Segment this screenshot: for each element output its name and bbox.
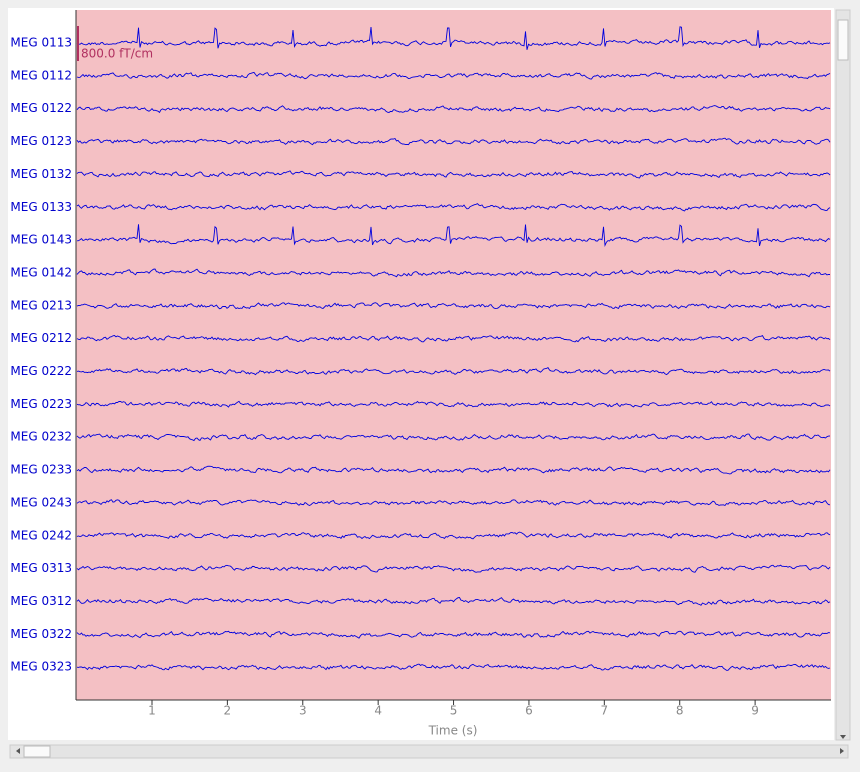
trace bbox=[76, 597, 831, 606]
trace bbox=[76, 499, 831, 507]
v-scrollbar[interactable] bbox=[835, 9, 851, 741]
channel-label: MEG 0322 bbox=[10, 627, 72, 641]
channel-label: MEG 0123 bbox=[10, 134, 72, 148]
trace bbox=[76, 367, 831, 376]
trace bbox=[76, 137, 831, 146]
trace bbox=[76, 203, 831, 212]
trace bbox=[76, 71, 831, 80]
channel-label: MEG 0112 bbox=[10, 68, 72, 82]
channel-label: MEG 0313 bbox=[10, 561, 72, 575]
v-scrollbar-thumb[interactable] bbox=[837, 19, 849, 61]
channel-label: MEG 0232 bbox=[10, 430, 72, 444]
scroll-down[interactable] bbox=[840, 735, 846, 739]
trace bbox=[76, 663, 831, 671]
channel-label: MEG 0223 bbox=[10, 397, 72, 411]
plot-area bbox=[76, 10, 831, 700]
trace bbox=[76, 224, 831, 248]
trace bbox=[76, 105, 831, 114]
trace bbox=[76, 564, 831, 573]
x-axis-label: Time (s) bbox=[428, 724, 478, 738]
trace bbox=[76, 26, 831, 50]
scale-label: 800.0 fT/cm bbox=[81, 47, 153, 61]
x-tick-label: 3 bbox=[299, 704, 307, 718]
h-scrollbar-thumb[interactable] bbox=[23, 745, 51, 758]
channel-label: MEG 0113 bbox=[10, 36, 72, 50]
channel-label: MEG 0142 bbox=[10, 265, 72, 279]
trace bbox=[76, 531, 831, 540]
channel-label: MEG 0312 bbox=[10, 594, 72, 608]
channel-label: MEG 0243 bbox=[10, 495, 72, 509]
channel-label: MEG 0122 bbox=[10, 101, 72, 115]
trace bbox=[76, 302, 831, 310]
x-tick-label: 9 bbox=[751, 704, 759, 718]
trace bbox=[76, 170, 831, 179]
scroll-left[interactable] bbox=[16, 748, 20, 754]
trace bbox=[76, 268, 830, 278]
channel-label: MEG 0133 bbox=[10, 200, 72, 214]
channel-label: MEG 0323 bbox=[10, 660, 72, 674]
channel-label: MEG 0213 bbox=[10, 298, 72, 312]
trace bbox=[76, 630, 831, 639]
trace bbox=[76, 465, 831, 475]
x-tick-label: 7 bbox=[601, 704, 609, 718]
channel-label: MEG 0143 bbox=[10, 233, 72, 247]
trace bbox=[76, 335, 831, 343]
x-tick-label: 8 bbox=[676, 704, 684, 718]
trace bbox=[76, 400, 831, 408]
channel-label: MEG 0242 bbox=[10, 528, 72, 542]
scroll-right[interactable] bbox=[840, 748, 844, 754]
x-tick-label: 1 bbox=[148, 704, 156, 718]
channel-label: MEG 0132 bbox=[10, 167, 72, 181]
h-scrollbar[interactable] bbox=[9, 744, 849, 759]
x-tick-label: 6 bbox=[525, 704, 533, 718]
trace bbox=[76, 433, 831, 442]
x-tick-label: 5 bbox=[450, 704, 458, 718]
x-tick-label: 2 bbox=[224, 704, 232, 718]
x-tick-label: 4 bbox=[374, 704, 382, 718]
channel-label: MEG 0233 bbox=[10, 463, 72, 477]
channel-label: MEG 0212 bbox=[10, 331, 72, 345]
traces bbox=[76, 26, 831, 671]
channel-label: MEG 0222 bbox=[10, 364, 72, 378]
